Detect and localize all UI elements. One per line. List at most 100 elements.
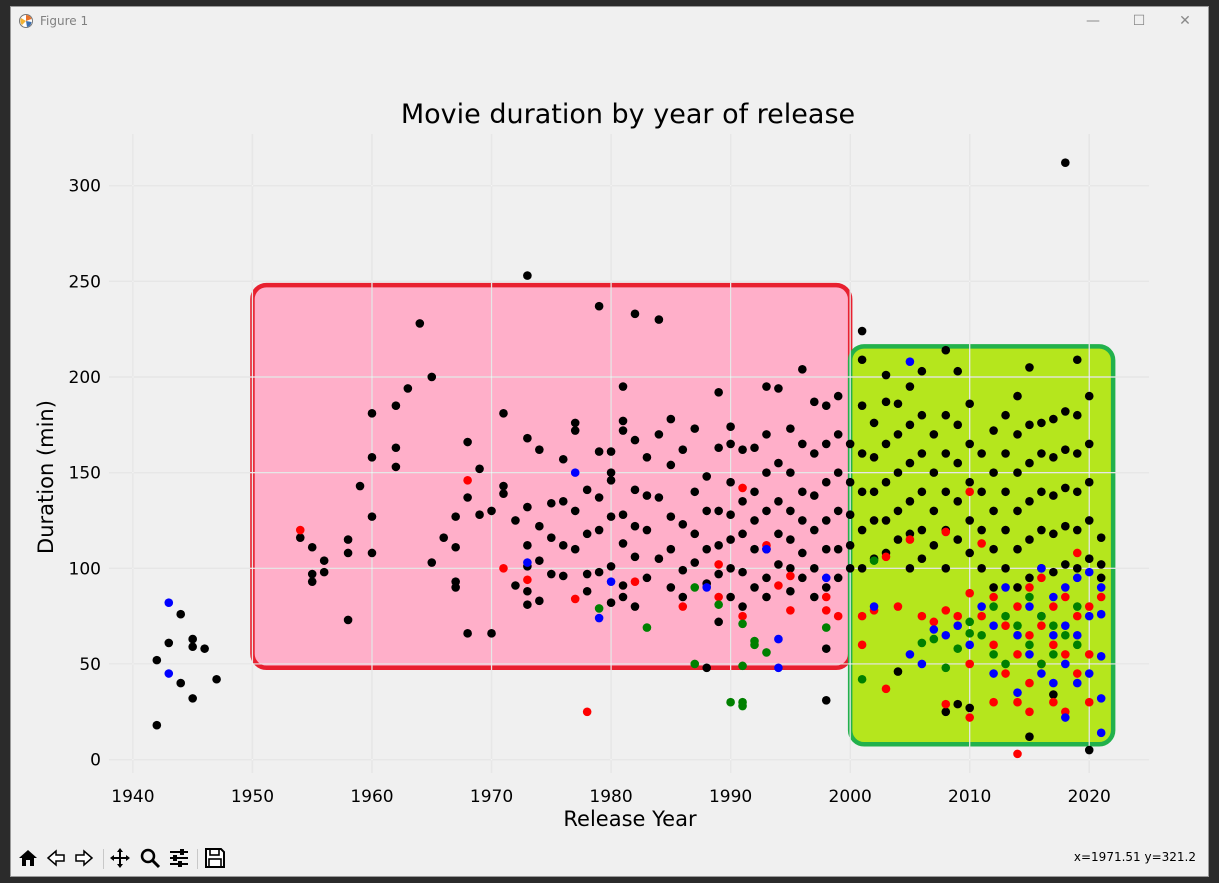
black-data-point xyxy=(606,562,616,571)
black-data-point xyxy=(403,384,413,393)
close-button[interactable]: ✕ xyxy=(1179,13,1191,29)
blue-data-point xyxy=(1084,567,1094,577)
green-data-point xyxy=(714,600,723,609)
black-data-point xyxy=(523,271,532,280)
black-data-point xyxy=(1084,391,1094,401)
black-data-point xyxy=(929,541,939,550)
black-data-point xyxy=(654,315,664,324)
black-data-point xyxy=(535,521,544,531)
black-data-point xyxy=(714,541,723,550)
configure-subplots-icon xyxy=(170,849,188,867)
black-data-point xyxy=(738,529,747,539)
red-data-point xyxy=(1037,621,1046,630)
back-button[interactable] xyxy=(43,846,69,870)
red-data-point xyxy=(1001,621,1010,630)
x-tick-label: 2010 xyxy=(948,787,991,807)
green-data-point xyxy=(1072,640,1082,650)
black-data-point xyxy=(511,581,520,590)
black-data-point xyxy=(893,430,903,439)
green-data-point xyxy=(929,634,939,644)
black-data-point xyxy=(475,464,484,474)
red-data-point xyxy=(929,617,939,627)
red-data-point xyxy=(1084,650,1094,659)
green-data-point xyxy=(1025,592,1034,602)
black-data-point xyxy=(881,397,891,407)
black-data-point xyxy=(582,586,592,596)
black-data-point xyxy=(857,563,867,573)
red-data-point xyxy=(570,594,580,604)
black-data-point xyxy=(690,558,700,567)
green-data-point xyxy=(989,602,998,611)
black-data-point xyxy=(690,487,700,497)
minimize-button[interactable]: — xyxy=(1086,13,1100,29)
black-data-point xyxy=(188,634,197,644)
black-data-point xyxy=(1061,560,1070,569)
blue-data-point xyxy=(570,468,580,477)
black-data-point xyxy=(463,493,472,502)
black-data-point xyxy=(893,506,903,516)
red-data-point xyxy=(965,659,974,669)
zoom-button[interactable] xyxy=(137,846,163,870)
grid xyxy=(109,134,1149,773)
scatter-plot[interactable]: 1940 1950 1960 1970 1980 1990 2000 2010 2020 0 50 1… xyxy=(11,7,1208,837)
configure-subplots-button[interactable] xyxy=(166,846,192,870)
forward-button[interactable] xyxy=(71,846,97,870)
black-data-point xyxy=(786,563,795,573)
blue-data-point xyxy=(1072,678,1082,688)
titlebar[interactable]: Figure 1 — ☐ ✕ xyxy=(11,7,1208,35)
black-data-point xyxy=(1084,439,1094,449)
black-data-point xyxy=(1072,449,1082,458)
black-data-point xyxy=(905,458,915,468)
black-data-point xyxy=(798,487,807,497)
black-data-point xyxy=(523,433,532,443)
black-data-point xyxy=(917,449,927,458)
red-data-point xyxy=(989,592,998,602)
red-data-point xyxy=(523,575,532,585)
green-data-point xyxy=(857,674,867,684)
black-data-point xyxy=(953,458,963,468)
green-data-point xyxy=(977,630,986,640)
black-data-point xyxy=(905,563,915,573)
green-data-point xyxy=(989,650,998,659)
black-data-point xyxy=(941,487,951,497)
blue-data-point xyxy=(606,577,616,586)
black-data-point xyxy=(965,548,974,558)
black-data-point xyxy=(654,554,664,564)
black-data-point xyxy=(511,516,520,525)
red-data-point xyxy=(821,592,831,602)
black-data-point xyxy=(594,447,604,456)
green-data-point xyxy=(1001,611,1010,621)
black-data-point xyxy=(535,556,544,565)
black-data-point xyxy=(905,382,915,391)
black-data-point xyxy=(917,525,927,535)
black-data-point xyxy=(200,644,209,653)
black-data-point xyxy=(881,370,891,380)
red-data-point xyxy=(1072,548,1082,558)
red-data-point xyxy=(1084,697,1094,707)
red-data-point xyxy=(1025,583,1034,592)
y-axis-label: Duration (min) xyxy=(34,400,58,554)
green-data-point xyxy=(821,623,831,632)
black-data-point xyxy=(630,309,640,319)
black-data-point xyxy=(857,449,867,458)
black-data-point xyxy=(809,525,819,535)
black-data-point xyxy=(977,487,986,497)
save-button[interactable] xyxy=(202,846,228,870)
forward-icon xyxy=(75,849,94,867)
pan-button[interactable] xyxy=(107,846,133,870)
black-data-point xyxy=(798,439,807,449)
black-data-point xyxy=(188,694,197,703)
black-data-point xyxy=(1013,583,1022,592)
black-data-point xyxy=(654,493,664,502)
axes: 1940 1950 1960 1970 1980 1990 2000 2010 2020 0 50 1… xyxy=(69,177,1111,807)
black-data-point xyxy=(152,655,162,665)
green-data-point xyxy=(690,583,700,592)
home-button[interactable] xyxy=(15,846,41,870)
black-data-point xyxy=(809,491,819,500)
green-data-point xyxy=(953,644,963,653)
black-data-point xyxy=(750,443,759,453)
black-data-point xyxy=(989,544,998,554)
maximize-button[interactable]: ☐ xyxy=(1132,13,1146,29)
black-data-point xyxy=(917,366,927,376)
black-data-point xyxy=(929,430,939,439)
